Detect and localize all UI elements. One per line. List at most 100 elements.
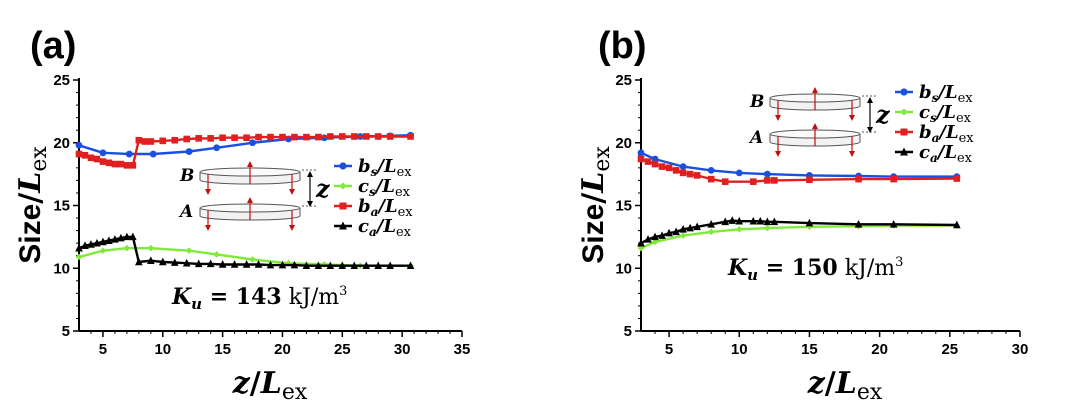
data-point [806,223,813,231]
data-point [249,139,256,147]
data-point [637,238,645,247]
x-axis-label: z/Lex [807,366,883,405]
disc-label: B [749,92,764,112]
series-b_a/L_ex [75,133,414,169]
legend-denominator-subscript: ex [957,151,973,166]
data-point [637,244,645,252]
data-point [953,175,961,182]
data-point [651,160,659,168]
y-label-slash: / [576,193,611,204]
data-point [806,176,813,184]
panel-label: (b) [598,25,647,67]
data-point [953,220,961,229]
x-tick-label: 5 [99,341,107,358]
data-point [255,133,262,141]
data-point [644,158,652,165]
data-point [213,251,220,258]
x-tick-label: 20 [274,341,291,358]
data-point [350,133,358,140]
legend-denominator-subscript: ex [398,205,414,220]
y-tick-label: 10 [53,260,70,277]
data-point [206,259,215,268]
y-label-symbol: L [13,172,48,194]
data-point [242,260,251,268]
data-point [87,154,95,162]
data-point [890,175,897,183]
data-point [386,261,394,270]
data-point [123,162,131,169]
data-point [721,178,729,185]
data-point [679,232,687,239]
distance-label: z [315,174,331,203]
disc-label: A [178,202,193,222]
data-point [637,155,645,163]
data-point [158,257,167,266]
data-point [129,162,137,169]
legend-marker [339,182,347,190]
data-point [159,137,167,145]
down-arrowhead-icon [775,115,781,121]
legend-subscript: s [930,111,937,125]
data-point [679,169,687,177]
up-arrowhead-icon [812,123,818,129]
data-point [658,163,666,170]
legend-denominator: /L [374,176,395,197]
y-label-main: Size [577,204,610,264]
series-c_a/L_ex [75,232,415,270]
down-arrowhead-icon [205,225,211,231]
down-arrowhead-icon [849,115,855,121]
legend-marker [339,221,347,230]
legend-marker [900,128,908,136]
data-point [686,223,694,232]
data-point [735,216,744,225]
data-point [105,159,113,167]
data-point [707,228,715,236]
data-point [665,164,673,172]
disc-label: B [179,166,194,186]
data-point [99,247,107,254]
legend-subscript: s [371,165,378,179]
y-tick-label: 5 [624,323,632,340]
data-point [326,261,335,270]
legend-symbol: b [358,196,371,217]
data-point [303,133,310,141]
data-point [75,243,83,252]
y-label-symbol: L [576,172,611,194]
anisotropy-annotation: Ku = 150 kJ/m3 [727,255,903,284]
legend-entry: cs/Lex [919,102,972,126]
series-line [78,235,411,267]
inset-diagram: BAz [178,161,331,231]
data-point [183,135,191,143]
data-point [707,166,715,174]
annot-subscript: u [191,295,202,313]
data-point [243,134,250,142]
x-tick-label: 10 [731,341,748,358]
data-point [149,150,157,158]
annot-equals: = [202,284,236,310]
data-point [407,133,414,140]
data-point [406,261,415,270]
distance-arrowhead-icon [867,97,873,103]
legend-denominator: /L [376,196,397,217]
data-point [111,160,119,168]
data-point [254,260,263,268]
data-point [267,133,274,141]
data-point [651,238,659,246]
data-point [327,133,334,140]
legend-denominator: /L [936,82,957,103]
y-tick-label: 25 [53,72,70,89]
x-tick-label: 5 [665,341,673,358]
data-point [194,259,203,268]
data-point [185,247,193,254]
data-point [182,258,191,267]
legend-symbol: c [919,102,930,123]
data-point [219,134,226,142]
disc-b: B [749,87,876,121]
x-label-slash: / [250,366,261,401]
data-point [290,260,299,269]
data-point [105,236,113,244]
data-point [147,244,155,252]
y-tick-label: 20 [615,135,632,152]
data-point [185,148,193,155]
